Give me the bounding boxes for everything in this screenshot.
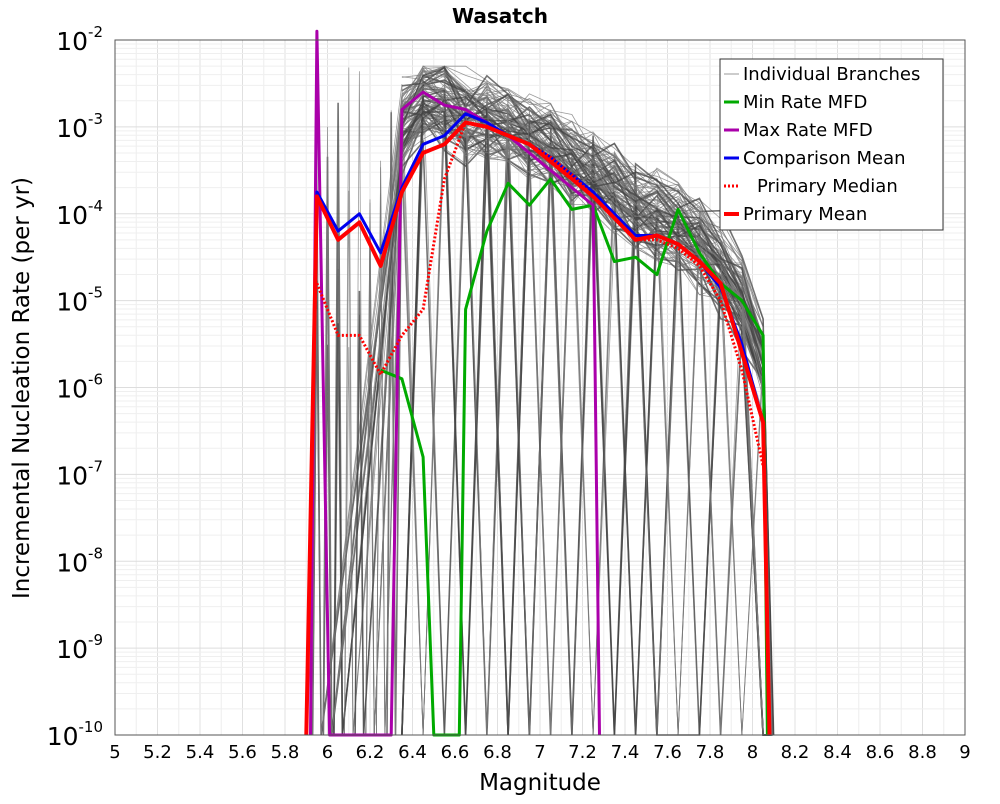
y-tick-label: 10-5	[56, 284, 103, 317]
branch-line	[401, 70, 771, 736]
x-tick-label: 7.2	[568, 742, 597, 763]
x-tick-label: 8	[747, 742, 758, 763]
x-tick-label: 6.6	[441, 742, 470, 763]
branch-line	[401, 96, 775, 736]
branch-line	[401, 100, 771, 736]
series-line-primary-mean	[304, 120, 772, 736]
x-tick-label: 5	[109, 742, 120, 763]
x-tick-label: 9	[959, 742, 970, 763]
y-tick-label: 10-8	[56, 544, 103, 577]
legend-items: Individual Branches Min Rate MFD Max Rate …	[724, 64, 920, 225]
legend-label: Primary Median	[757, 176, 898, 197]
y-tick-label: 10-4	[56, 197, 103, 230]
branch-line	[354, 110, 771, 736]
y-tick-exponent: -6	[88, 371, 103, 389]
branch-line	[401, 100, 772, 736]
x-tick-label: 6.4	[398, 742, 427, 763]
y-tick-exponent: -2	[88, 23, 103, 41]
y-tick-base: 10	[56, 375, 88, 404]
y-tick-base: 10	[47, 722, 79, 751]
legend-label: Comparison Mean	[743, 148, 906, 169]
x-tick-label: 7.4	[611, 742, 640, 763]
y-tick-exponent: -9	[88, 631, 103, 649]
x-tick-label: 6	[322, 742, 333, 763]
x-tick-label: 5.4	[186, 742, 215, 763]
y-tick-exponent: -7	[88, 457, 103, 475]
legend-label: Min Rate MFD	[743, 92, 867, 113]
x-tick-label: 6.2	[356, 742, 385, 763]
legend-label: Individual Branches	[743, 64, 920, 85]
legend: Individual Branches Min Rate MFD Max Rate …	[719, 58, 944, 231]
ticks: 5 5.2 5.4 5.6 5.8 6 6.2 6.4 6.6 6.8 7 7.2 7.4 7.6 7.8 8…	[47, 23, 971, 763]
legend-label: Max Rate MFD	[743, 120, 873, 141]
chart-title: Wasatch	[452, 4, 548, 28]
x-tick-label: 6.8	[483, 742, 512, 763]
y-tick-exponent: -5	[88, 284, 103, 302]
y-axis-label: Incremental Nucleation Rate (per yr)	[9, 177, 35, 599]
y-tick-label: 10-10	[47, 718, 103, 751]
x-tick-label: 8.6	[866, 742, 895, 763]
y-tick-label: 10-7	[56, 457, 103, 490]
y-tick-exponent: -4	[88, 197, 103, 215]
x-tick-label: 5.2	[143, 742, 172, 763]
branch-line	[401, 123, 772, 736]
x-tick-label: 7	[534, 742, 545, 763]
y-tick-base: 10	[56, 114, 88, 143]
x-tick-label: 7.6	[653, 742, 682, 763]
y-tick-label: 10-9	[56, 631, 103, 664]
y-tick-base: 10	[56, 548, 88, 577]
branch-line	[333, 112, 774, 736]
branch-line	[344, 104, 774, 736]
x-tick-label: 8.4	[823, 742, 852, 763]
y-tick-base: 10	[56, 635, 88, 664]
x-tick-label: 5.6	[228, 742, 257, 763]
y-tick-base: 10	[56, 288, 88, 317]
y-tick-exponent: -10	[79, 718, 104, 736]
x-tick-label: 8.8	[908, 742, 937, 763]
y-tick-base: 10	[56, 461, 88, 490]
x-axis-label: Magnitude	[479, 770, 601, 796]
x-tick-label: 5.8	[271, 742, 300, 763]
x-tick-label: 7.8	[696, 742, 725, 763]
y-tick-exponent: -3	[88, 110, 103, 128]
y-tick-label: 10-2	[56, 23, 103, 56]
plot-frame	[114, 39, 966, 736]
branch-line	[401, 126, 772, 736]
x-tick-label: 8.2	[781, 742, 810, 763]
branch-line	[401, 82, 772, 736]
legend-label: Primary Mean	[743, 204, 867, 225]
y-tick-exponent: -8	[88, 544, 103, 562]
y-tick-label: 10-3	[56, 110, 103, 143]
y-tick-base: 10	[56, 27, 88, 56]
legend-box	[719, 58, 944, 231]
y-tick-label: 10-6	[56, 371, 103, 404]
y-tick-base: 10	[56, 201, 88, 230]
